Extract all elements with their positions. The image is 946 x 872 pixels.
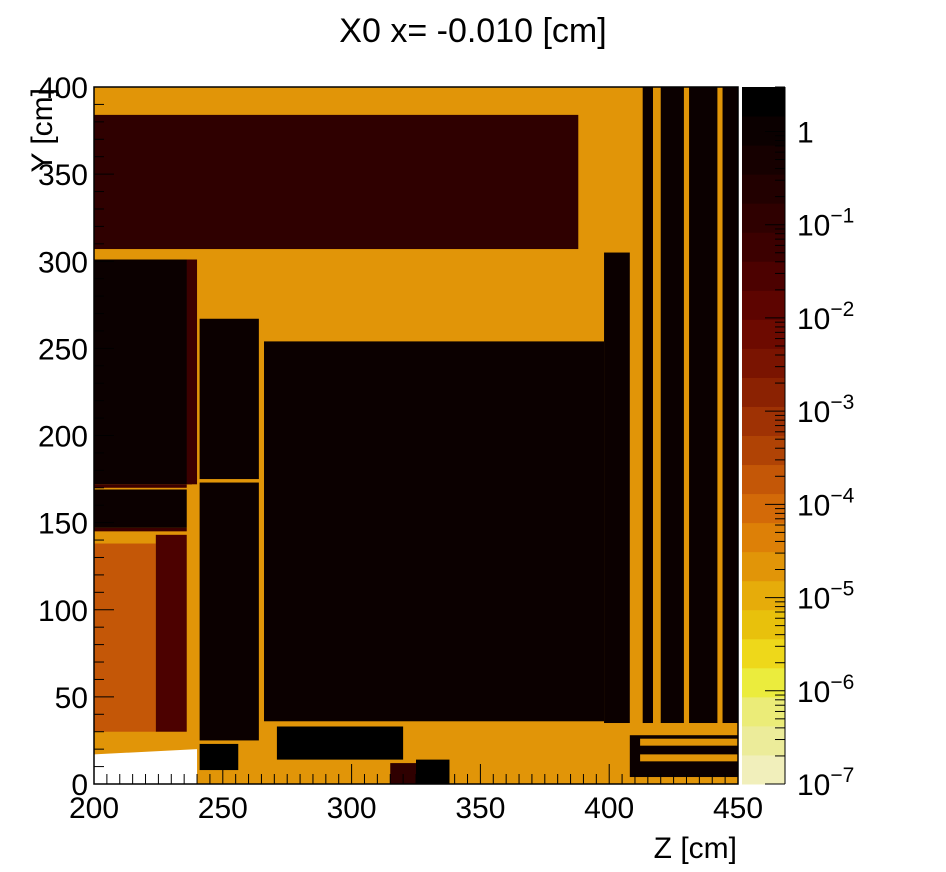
- colorbar-label: 1: [797, 116, 814, 149]
- color-scale-labels: 1 10−1 10−2 10−3 10−4 10−5 10−6 10−7: [797, 116, 855, 802]
- colorbar-band: [742, 580, 785, 611]
- heatmap-cell: [276, 726, 404, 760]
- heatmap-area: [94, 87, 738, 784]
- heatmap-cell: [94, 259, 192, 485]
- colorbar-label: 10−1: [797, 205, 854, 243]
- color-scale-bar: [742, 86, 786, 785]
- heatmap-cell: [155, 534, 187, 732]
- colorbar-band: [742, 203, 785, 233]
- x-axis-label: Z [cm]: [654, 832, 737, 865]
- colorbar-label: 10−2: [797, 298, 854, 336]
- heatmap-cell: [94, 484, 187, 488]
- heatmap-cell: [264, 341, 605, 722]
- x-tick-label: 200: [69, 792, 119, 825]
- heatmap-cell: [390, 763, 416, 784]
- colorbar-band: [742, 551, 785, 582]
- colorbar-band: [742, 87, 785, 117]
- heatmap-cell: [94, 489, 187, 528]
- colorbar-band: [742, 116, 785, 146]
- x-tick-label: 300: [327, 792, 377, 825]
- heatmap-cell: [689, 87, 718, 724]
- x-axis: 200 250 300 350 400 450: [69, 764, 763, 825]
- heatmap-cell: [604, 252, 630, 724]
- y-tick-label: 100: [38, 595, 88, 628]
- y-axis-label: Y [cm]: [26, 88, 59, 172]
- colorbar-band: [742, 261, 785, 291]
- colorbar-label: 10−7: [797, 764, 854, 802]
- heatmap-cell: [94, 543, 156, 732]
- heatmap-cell: [199, 743, 239, 771]
- y-tick-label: 0: [71, 769, 88, 802]
- heatmap-cell: [94, 527, 187, 532]
- colorbar-label: 10−6: [797, 671, 854, 709]
- x-tick-label: 250: [198, 792, 248, 825]
- colorbar-band: [742, 638, 785, 669]
- heatmap-cell: [199, 318, 259, 480]
- colorbar-label: 10−5: [797, 578, 854, 616]
- colorbar-band: [742, 435, 785, 466]
- heatmap-cell: [640, 754, 738, 762]
- x-tick-label: 450: [713, 792, 763, 825]
- colorbar-band: [742, 348, 785, 378]
- y-tick-label: 350: [38, 159, 88, 192]
- x-tick-label: 350: [455, 792, 505, 825]
- colorbar-band: [742, 319, 785, 349]
- heatmap-cell: [199, 482, 259, 741]
- colorbar-label: 10−3: [797, 391, 854, 429]
- colorbar-band: [742, 667, 785, 698]
- chart-title: X0 x= -0.010 [cm]: [339, 12, 606, 50]
- colorbar-band: [742, 754, 785, 785]
- colorbar-band: [742, 377, 785, 407]
- colorbar-band: [742, 725, 785, 756]
- x-tick-label: 400: [584, 792, 634, 825]
- colorbar-band: [742, 290, 785, 320]
- y-tick-label: 300: [38, 246, 88, 279]
- colorbar-band: [742, 174, 785, 204]
- heatmap-cell: [640, 738, 738, 746]
- heatmap-cell: [186, 259, 198, 485]
- colorbar-band: [742, 464, 785, 495]
- colorbar-band: [742, 232, 785, 262]
- y-tick-label: 50: [55, 682, 88, 715]
- colorbar-label: 10−4: [797, 484, 855, 522]
- heatmap-cell: [94, 114, 579, 250]
- y-tick-label: 400: [38, 72, 88, 105]
- y-axis: 0 50 100 150 200 250 300 350 400: [38, 72, 114, 802]
- heatmap-cell: [660, 87, 684, 724]
- y-tick-label: 150: [38, 508, 88, 541]
- y-tick-label: 200: [38, 421, 88, 454]
- heatmap-cell: [722, 87, 738, 724]
- y-tick-label: 250: [38, 333, 88, 366]
- colorbar-band: [742, 522, 785, 553]
- heatmap-cell: [642, 87, 653, 724]
- heatmap-cell: [416, 759, 450, 784]
